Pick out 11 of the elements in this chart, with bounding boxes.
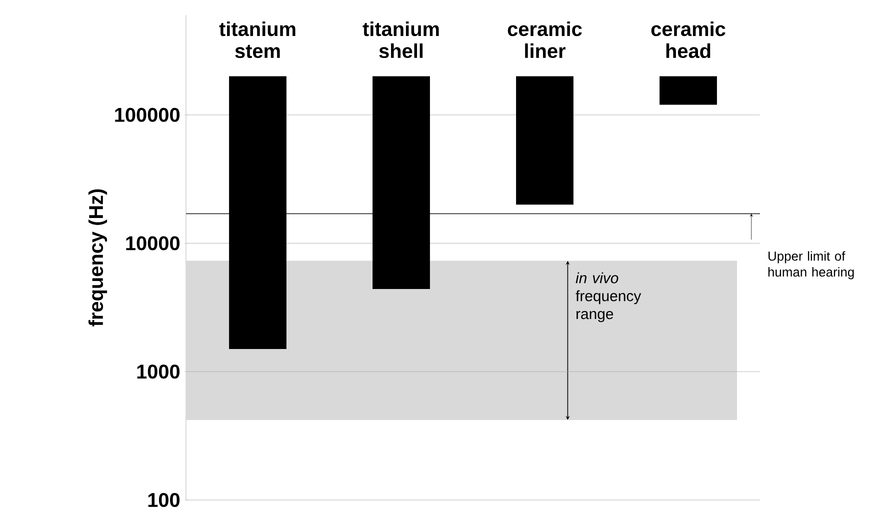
x-tick-label: ceramic liner: [508, 22, 582, 58]
x-tick-label: ceramic head: [651, 22, 726, 58]
x-tick-label: titanium stem: [219, 22, 296, 58]
y-tick-label: 1000: [137, 364, 180, 379]
y-axis-title: frequency (Hz): [88, 189, 108, 326]
band-label: in vivo frequency range: [576, 272, 642, 322]
y-tick-label: 100: [148, 492, 180, 508]
y-tick-label: 10000: [126, 236, 180, 250]
ref-line-label: Upper limit of human hearing: [768, 251, 854, 280]
y-tick-label: 100000: [115, 108, 180, 122]
x-tick-label: titanium shell: [362, 22, 439, 58]
